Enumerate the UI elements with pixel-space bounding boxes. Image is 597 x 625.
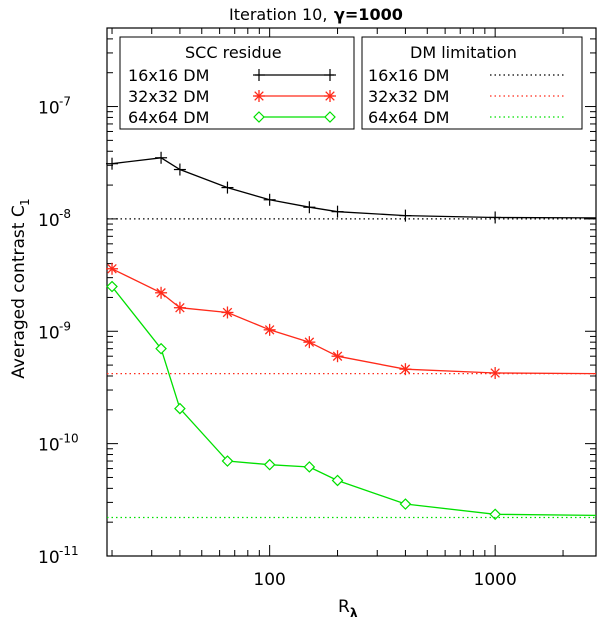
legend-marker (324, 111, 336, 123)
y-tick-label: 10 -7 (38, 95, 71, 119)
svg-text:-9: -9 (59, 319, 71, 333)
y-axis-label: Averaged contrast C (9, 205, 29, 378)
legend-marker (324, 69, 336, 81)
data-point (155, 151, 168, 164)
data-point (303, 201, 316, 214)
series-line (111, 286, 597, 517)
data-point (331, 474, 344, 487)
x-axis-label: R (338, 597, 350, 617)
svg-text:10: 10 (38, 99, 60, 119)
legend-box-dm (361, 36, 583, 130)
y-tick-label: 10 -9 (38, 319, 71, 343)
data-point (106, 280, 118, 293)
y-tick-label: 10 -8 (38, 207, 71, 231)
data-point (399, 498, 412, 510)
legend-label: 64x64 DM (368, 108, 449, 127)
legend-label: 32x32 DM (368, 87, 449, 106)
x-axis-label-subscript: λ (350, 606, 358, 620)
svg-text:10: 10 (38, 211, 60, 231)
svg-text:-7: -7 (59, 95, 71, 109)
legend-label: 32x32 DM (128, 87, 209, 106)
svg-text:-11: -11 (59, 544, 79, 558)
data-point (173, 163, 186, 176)
data-point (331, 350, 344, 363)
data-point (489, 211, 502, 224)
legend-marker (324, 90, 336, 102)
legend-title-dm: DM limitation (410, 43, 517, 62)
y-axis-label-subscript: 1 (18, 198, 32, 206)
svg-text:-10: -10 (59, 432, 79, 446)
axis-ticks (107, 27, 596, 557)
y-tick-label: 10 -10 (38, 432, 79, 456)
legend-label: 16x16 DM (128, 66, 209, 85)
series-line (111, 157, 597, 219)
plot-frame (106, 27, 597, 557)
data-point (155, 286, 168, 299)
legend-marker (253, 69, 265, 81)
data-point (303, 336, 316, 349)
series-line (111, 268, 597, 375)
data-point (173, 301, 186, 314)
x-tick-label: 100 (253, 570, 285, 590)
chart-title: Iteration 10, (229, 5, 327, 24)
chart-title-gamma: γ=1000 (334, 5, 403, 24)
data-point (263, 323, 276, 336)
x-tick-label: 1000 (474, 570, 517, 590)
svg-text:10: 10 (38, 436, 60, 456)
y-tick-label: 10 -11 (38, 544, 79, 568)
data-point (221, 306, 234, 319)
legend-marker (253, 111, 265, 123)
data-point (221, 455, 234, 467)
series-layer (106, 151, 597, 521)
svg-text:10: 10 (38, 548, 60, 568)
data-point (331, 205, 344, 218)
data-point (263, 458, 276, 471)
legend-marker (253, 90, 265, 102)
x-tick-labels: 100 1000 (253, 570, 516, 590)
data-point (399, 363, 412, 376)
svg-text:-8: -8 (59, 207, 71, 221)
data-point (399, 209, 412, 222)
legend-box-scc (119, 36, 355, 130)
data-point (106, 262, 119, 275)
legend-label: 16x16 DM (368, 66, 449, 85)
data-point (155, 342, 167, 355)
data-point (174, 402, 186, 415)
legend-label: 64x64 DM (128, 108, 209, 127)
data-point (106, 157, 119, 170)
data-point (489, 508, 502, 521)
data-point (221, 181, 234, 194)
data-point (303, 461, 316, 473)
legend-entries: 16x16 DM 32x32 DM 64x64 DM 16x16 DM 32x32 DM… (128, 66, 566, 127)
data-point (263, 193, 276, 206)
legend-title-scc: SCC residue (185, 43, 282, 62)
svg-text:10: 10 (38, 323, 60, 343)
